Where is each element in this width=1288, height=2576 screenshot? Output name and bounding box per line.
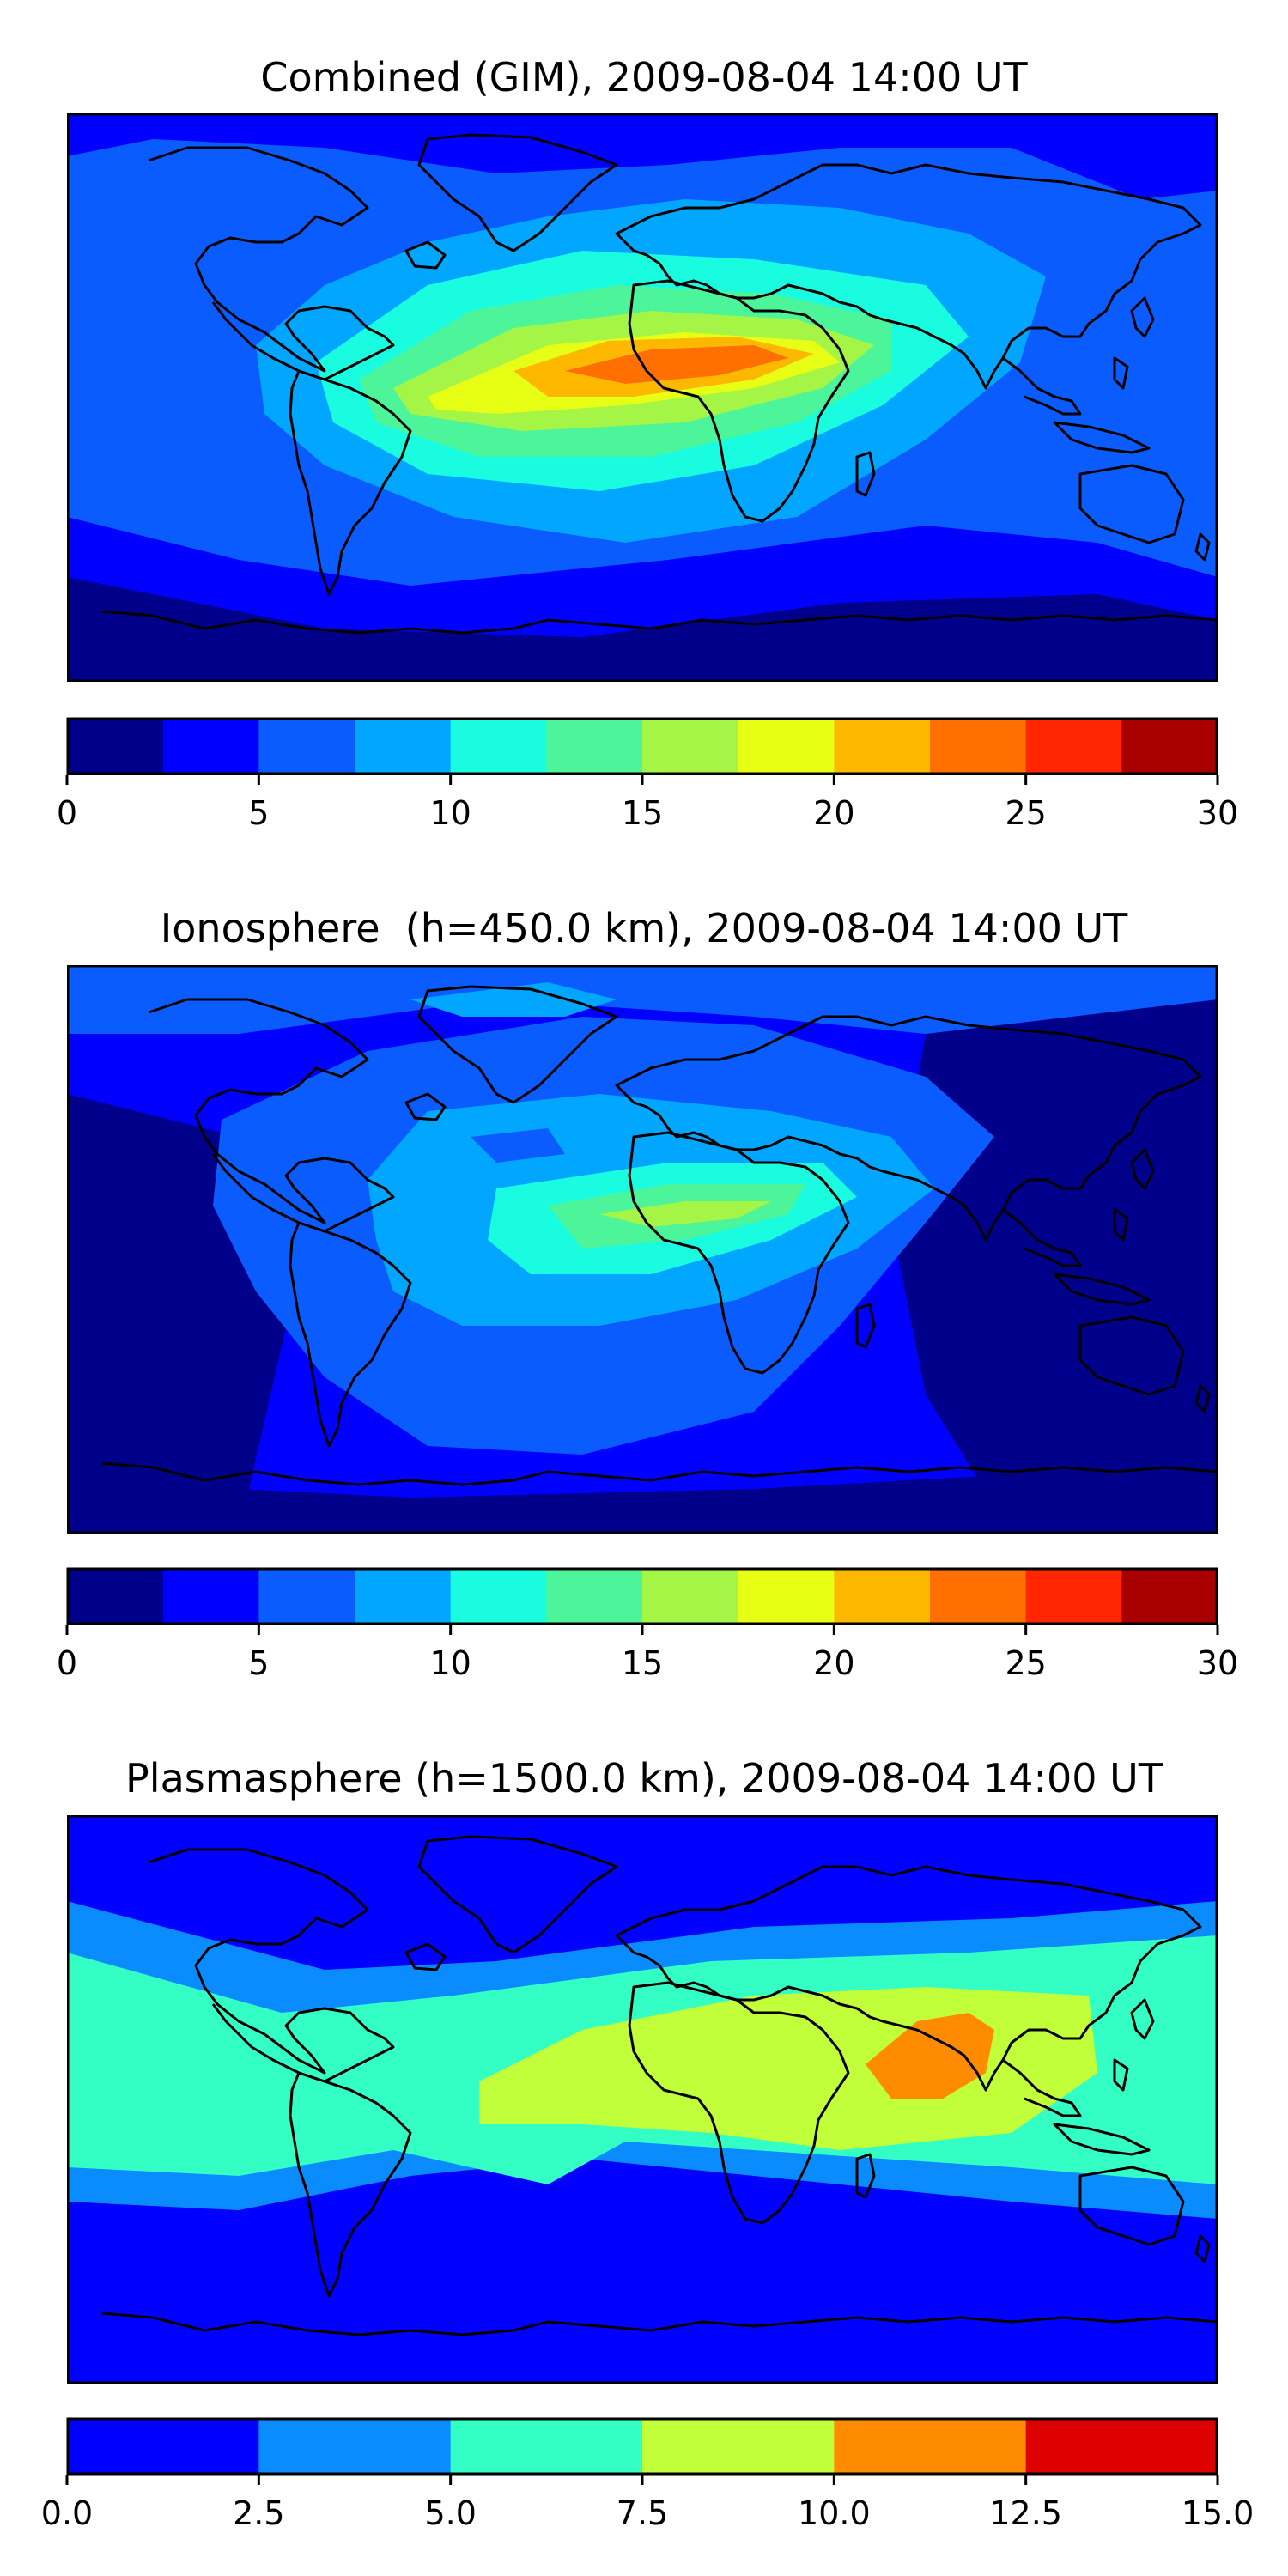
colorbar-tick-label: 20 (813, 794, 854, 832)
colorbar-segment (67, 718, 164, 775)
colorbar-tick-label: 15.0 (1182, 2494, 1255, 2532)
colorbar-tick-label: 0.0 (41, 2494, 93, 2532)
colorbar-segment (1025, 2418, 1218, 2475)
colorbar-tick-label: 12.5 (989, 2494, 1062, 2532)
colorbar-segment (1025, 1568, 1122, 1625)
colorbar-tick-label: 5 (248, 1644, 269, 1682)
colorbar-segment (450, 2418, 643, 2475)
colorbar-tick-label: 0 (57, 794, 77, 832)
panel-title: Ionosphere (h=450.0 km), 2009-08-04 14:0… (160, 905, 1128, 951)
colorbar-segment (738, 1568, 835, 1625)
colorbar-segment (162, 718, 259, 775)
map-ionosphere[interactable] (67, 965, 1218, 1534)
colorbar-tick-label: 5.0 (424, 2494, 476, 2532)
colorbar-tick-label: 25 (1005, 794, 1046, 832)
colorbar-segment (258, 2418, 452, 2475)
colorbar-tick-label: 10 (429, 1644, 471, 1682)
colorbar-segment (738, 718, 835, 775)
colorbar-segment (642, 2418, 835, 2475)
colorbar-segment (642, 718, 739, 775)
colorbar-segment (450, 718, 547, 775)
panel-title: Combined (GIM), 2009-08-04 14:00 UT (260, 54, 1028, 100)
colorbar-segment (834, 1568, 931, 1625)
colorbar-tick-label: 10 (429, 794, 471, 832)
colorbar-segment (162, 1568, 259, 1625)
colorbar-combined: 0 5 10 15 20 25 30 (57, 717, 1238, 832)
colorbar-segment (546, 718, 643, 775)
colorbar-tick-label: 5 (248, 794, 269, 832)
colorbar-segment (930, 1568, 1027, 1625)
colorbar-segment (1121, 1568, 1218, 1625)
colorbar-segment (67, 2418, 259, 2475)
colorbar-segment (258, 1568, 355, 1625)
colorbar-segment (450, 1568, 547, 1625)
colorbar-svg: 0.0 2.5 5.0 7.5 10.0 12.5 15.0 (41, 2417, 1254, 2532)
colorbar-tick-label: 10.0 (798, 2494, 871, 2532)
map-plasmasphere[interactable] (67, 1815, 1218, 2384)
colorbar-tick-label: 25 (1005, 1644, 1046, 1682)
colorbar-plasmasphere: 0.0 2.5 5.0 7.5 10.0 12.5 15.0 (41, 2417, 1254, 2532)
colorbar-segment (834, 2418, 1027, 2475)
colorbar-segment (642, 1568, 739, 1625)
colorbar-svg: 0 5 10 15 20 25 30 (57, 1567, 1238, 1682)
colorbar-ionosphere: 0 5 10 15 20 25 30 (57, 1567, 1238, 1682)
colorbar-segment (1025, 718, 1122, 775)
contour-map-plasmasphere (67, 1815, 1218, 2384)
colorbar-segment (1121, 718, 1218, 775)
contour-map-ionosphere (67, 965, 1218, 1534)
colorbar-tick-label: 15 (622, 794, 663, 832)
colorbar-frame (66, 2417, 1218, 2476)
colorbar-segment (355, 718, 452, 775)
colorbar-segment (355, 1568, 452, 1625)
colorbar-tick-label: 30 (1197, 1644, 1238, 1682)
colorbar-segment (67, 1568, 164, 1625)
map-combined[interactable] (67, 113, 1218, 682)
colorbar-frame (66, 717, 1218, 775)
colorbar-tick-label: 20 (813, 1644, 854, 1682)
colorbar-segment (546, 1568, 643, 1625)
colorbar-segment (834, 718, 931, 775)
colorbar-tick-label: 0 (57, 1644, 77, 1682)
colorbar-tick-label: 2.5 (233, 2494, 284, 2532)
colorbar-tick-label: 30 (1197, 794, 1238, 832)
colorbar-segment (930, 718, 1027, 775)
colorbar-svg: 0 5 10 15 20 25 30 (57, 717, 1238, 832)
contour-map-combined (67, 113, 1218, 682)
colorbar-tick-label: 15 (622, 1644, 663, 1682)
panel-title: Plasmasphere (h=1500.0 km), 2009-08-04 1… (125, 1755, 1163, 1801)
colorbar-segment (258, 718, 355, 775)
colorbar-frame (66, 1567, 1218, 1625)
colorbar-tick-label: 7.5 (617, 2494, 668, 2532)
